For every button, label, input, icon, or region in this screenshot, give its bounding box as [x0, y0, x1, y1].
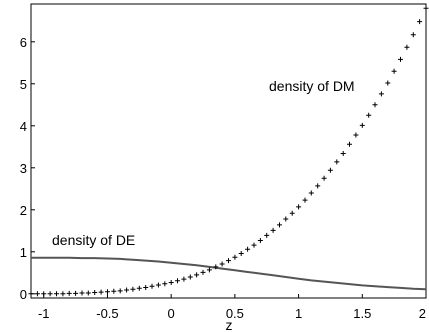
dm-point-marker	[73, 290, 79, 296]
dm-point-marker	[327, 167, 333, 173]
dm-point-marker	[155, 282, 161, 288]
dm-point-marker	[130, 286, 136, 292]
annotation-dm: density of DM	[269, 78, 355, 94]
x-tick-label: 1	[295, 306, 302, 321]
y-tick-label: 5	[20, 77, 27, 92]
y-tick-label: 1	[20, 245, 27, 260]
x-tick-label: -1	[38, 306, 50, 321]
dm-point-marker	[41, 291, 47, 297]
dm-point-marker	[124, 287, 130, 293]
dm-point-marker	[200, 269, 206, 275]
dm-point-marker	[105, 289, 110, 295]
dm-point-marker	[340, 151, 346, 156]
series-layer	[28, 5, 429, 297]
dm-point-marker	[219, 261, 225, 267]
dm-point-marker	[378, 91, 384, 97]
dm-point-marker	[194, 272, 200, 278]
y-tick-label: 2	[20, 203, 27, 218]
x-axis-label: z	[226, 317, 233, 332]
dm-point-marker	[213, 264, 219, 270]
dm-point-marker	[117, 288, 123, 294]
dm-point-marker	[149, 283, 155, 289]
dm-point-marker	[187, 274, 193, 280]
dm-point-marker	[391, 68, 397, 74]
dm-point-marker	[181, 276, 187, 282]
x-tick-label: 0	[168, 306, 175, 321]
dm-point-marker	[359, 122, 365, 128]
dm-point-marker	[321, 175, 327, 181]
dm-point-marker	[60, 291, 66, 297]
dm-point-marker	[54, 291, 59, 297]
dm-point-marker	[34, 291, 40, 297]
dm-point-marker	[289, 210, 295, 216]
y-tick-label: 6	[20, 35, 27, 50]
y-tick-label: 4	[20, 119, 27, 134]
dm-point-marker	[257, 238, 263, 243]
dm-point-marker	[372, 102, 378, 108]
dm-point-marker	[404, 44, 410, 50]
x-tick-label: 0.5	[226, 306, 244, 321]
y-axis-ticks: 0 1 2 3 4 5 6	[20, 35, 35, 302]
dm-point-marker	[251, 242, 257, 248]
dm-point-marker	[334, 159, 340, 165]
dm-point-marker	[277, 222, 282, 228]
dm-point-marker	[366, 112, 372, 118]
dm-point-marker	[28, 291, 34, 297]
plot-frame	[30, 3, 427, 299]
dm-point-marker	[296, 204, 302, 210]
x-axis-ticks: -1 -0.5 0 0.5 1 1.5 2	[38, 294, 427, 321]
series-markers-dm	[28, 5, 429, 297]
dm-point-marker	[85, 290, 91, 296]
dm-point-marker	[143, 285, 149, 290]
x-tick-label: 2	[419, 306, 426, 321]
x-tick-label: -0.5	[96, 306, 118, 321]
dm-point-marker	[168, 280, 174, 285]
dm-point-marker	[79, 290, 85, 296]
dm-point-marker	[315, 183, 321, 189]
dm-point-marker	[92, 290, 98, 295]
dm-point-marker	[398, 56, 403, 62]
dm-point-marker	[111, 288, 117, 294]
dm-point-marker	[245, 246, 251, 252]
x-tick-label: 1.5	[353, 306, 371, 321]
y-tick-label: 3	[20, 161, 27, 176]
dm-point-marker	[206, 267, 212, 273]
dm-point-marker	[136, 285, 142, 291]
dm-point-marker	[423, 5, 429, 11]
dm-point-marker	[270, 227, 276, 233]
dm-point-marker	[238, 251, 244, 256]
dm-point-marker	[283, 216, 289, 222]
dm-point-marker	[347, 141, 352, 147]
dm-point-marker	[385, 80, 391, 86]
dm-point-marker	[226, 258, 231, 264]
dm-point-marker	[232, 254, 238, 260]
dm-point-marker	[175, 278, 180, 284]
dm-point-marker	[162, 281, 168, 287]
dm-point-marker	[302, 197, 308, 203]
dm-point-marker	[353, 132, 359, 138]
dm-point-marker	[98, 289, 104, 295]
dm-point-marker	[417, 19, 423, 25]
dm-point-marker	[66, 290, 72, 296]
annotation-de: density of DE	[52, 232, 135, 248]
dm-point-marker	[410, 32, 416, 38]
dm-point-marker	[47, 291, 53, 297]
dm-point-marker	[264, 232, 270, 238]
series-line-de	[31, 256, 427, 291]
dm-point-marker	[308, 190, 314, 196]
y-tick-label: 0	[20, 287, 27, 302]
